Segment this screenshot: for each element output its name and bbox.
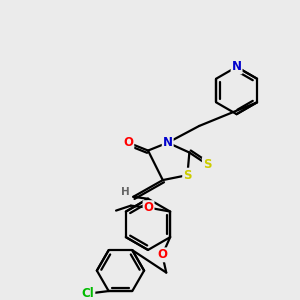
Text: O: O xyxy=(143,201,154,214)
Text: N: N xyxy=(232,60,242,74)
Text: O: O xyxy=(157,248,167,261)
Text: H: H xyxy=(121,187,130,197)
Text: S: S xyxy=(203,158,211,171)
Text: Cl: Cl xyxy=(82,286,94,299)
Text: N: N xyxy=(163,136,173,149)
Text: O: O xyxy=(123,136,134,149)
Text: S: S xyxy=(183,169,192,182)
